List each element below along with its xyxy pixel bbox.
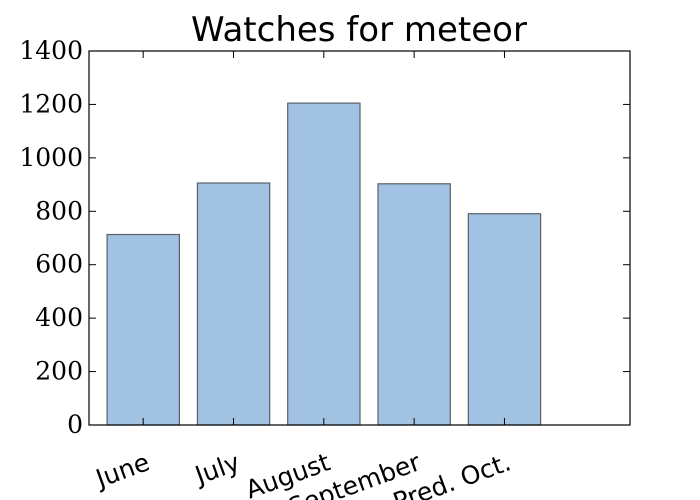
bars-group: [106, 102, 542, 426]
y-tick-labels: 0 200 400 600 800 1000 1200 1400: [19, 36, 83, 439]
plot-frame: [88, 50, 631, 426]
y-tick-label: 1400: [19, 36, 83, 65]
y-tick-label: 400: [35, 303, 83, 332]
y-tick-label: 800: [35, 196, 83, 225]
x-tick-label: July: [190, 447, 244, 490]
y-tick-label: 200: [35, 357, 83, 386]
y-tick-label: 600: [35, 250, 83, 279]
bar-august: [287, 102, 361, 426]
y-tick-label: 0: [67, 410, 83, 439]
bar-pred-oct: [467, 213, 542, 426]
y-tick-label: 1200: [19, 89, 83, 118]
bar-june: [106, 233, 181, 426]
ticks-group: [89, 50, 630, 426]
x-tick-label: June: [90, 447, 153, 494]
chart-title: Watches for meteor: [191, 10, 527, 50]
bar-september: [377, 183, 451, 426]
y-tick-label: 1000: [19, 143, 83, 172]
bar-july: [196, 182, 271, 426]
